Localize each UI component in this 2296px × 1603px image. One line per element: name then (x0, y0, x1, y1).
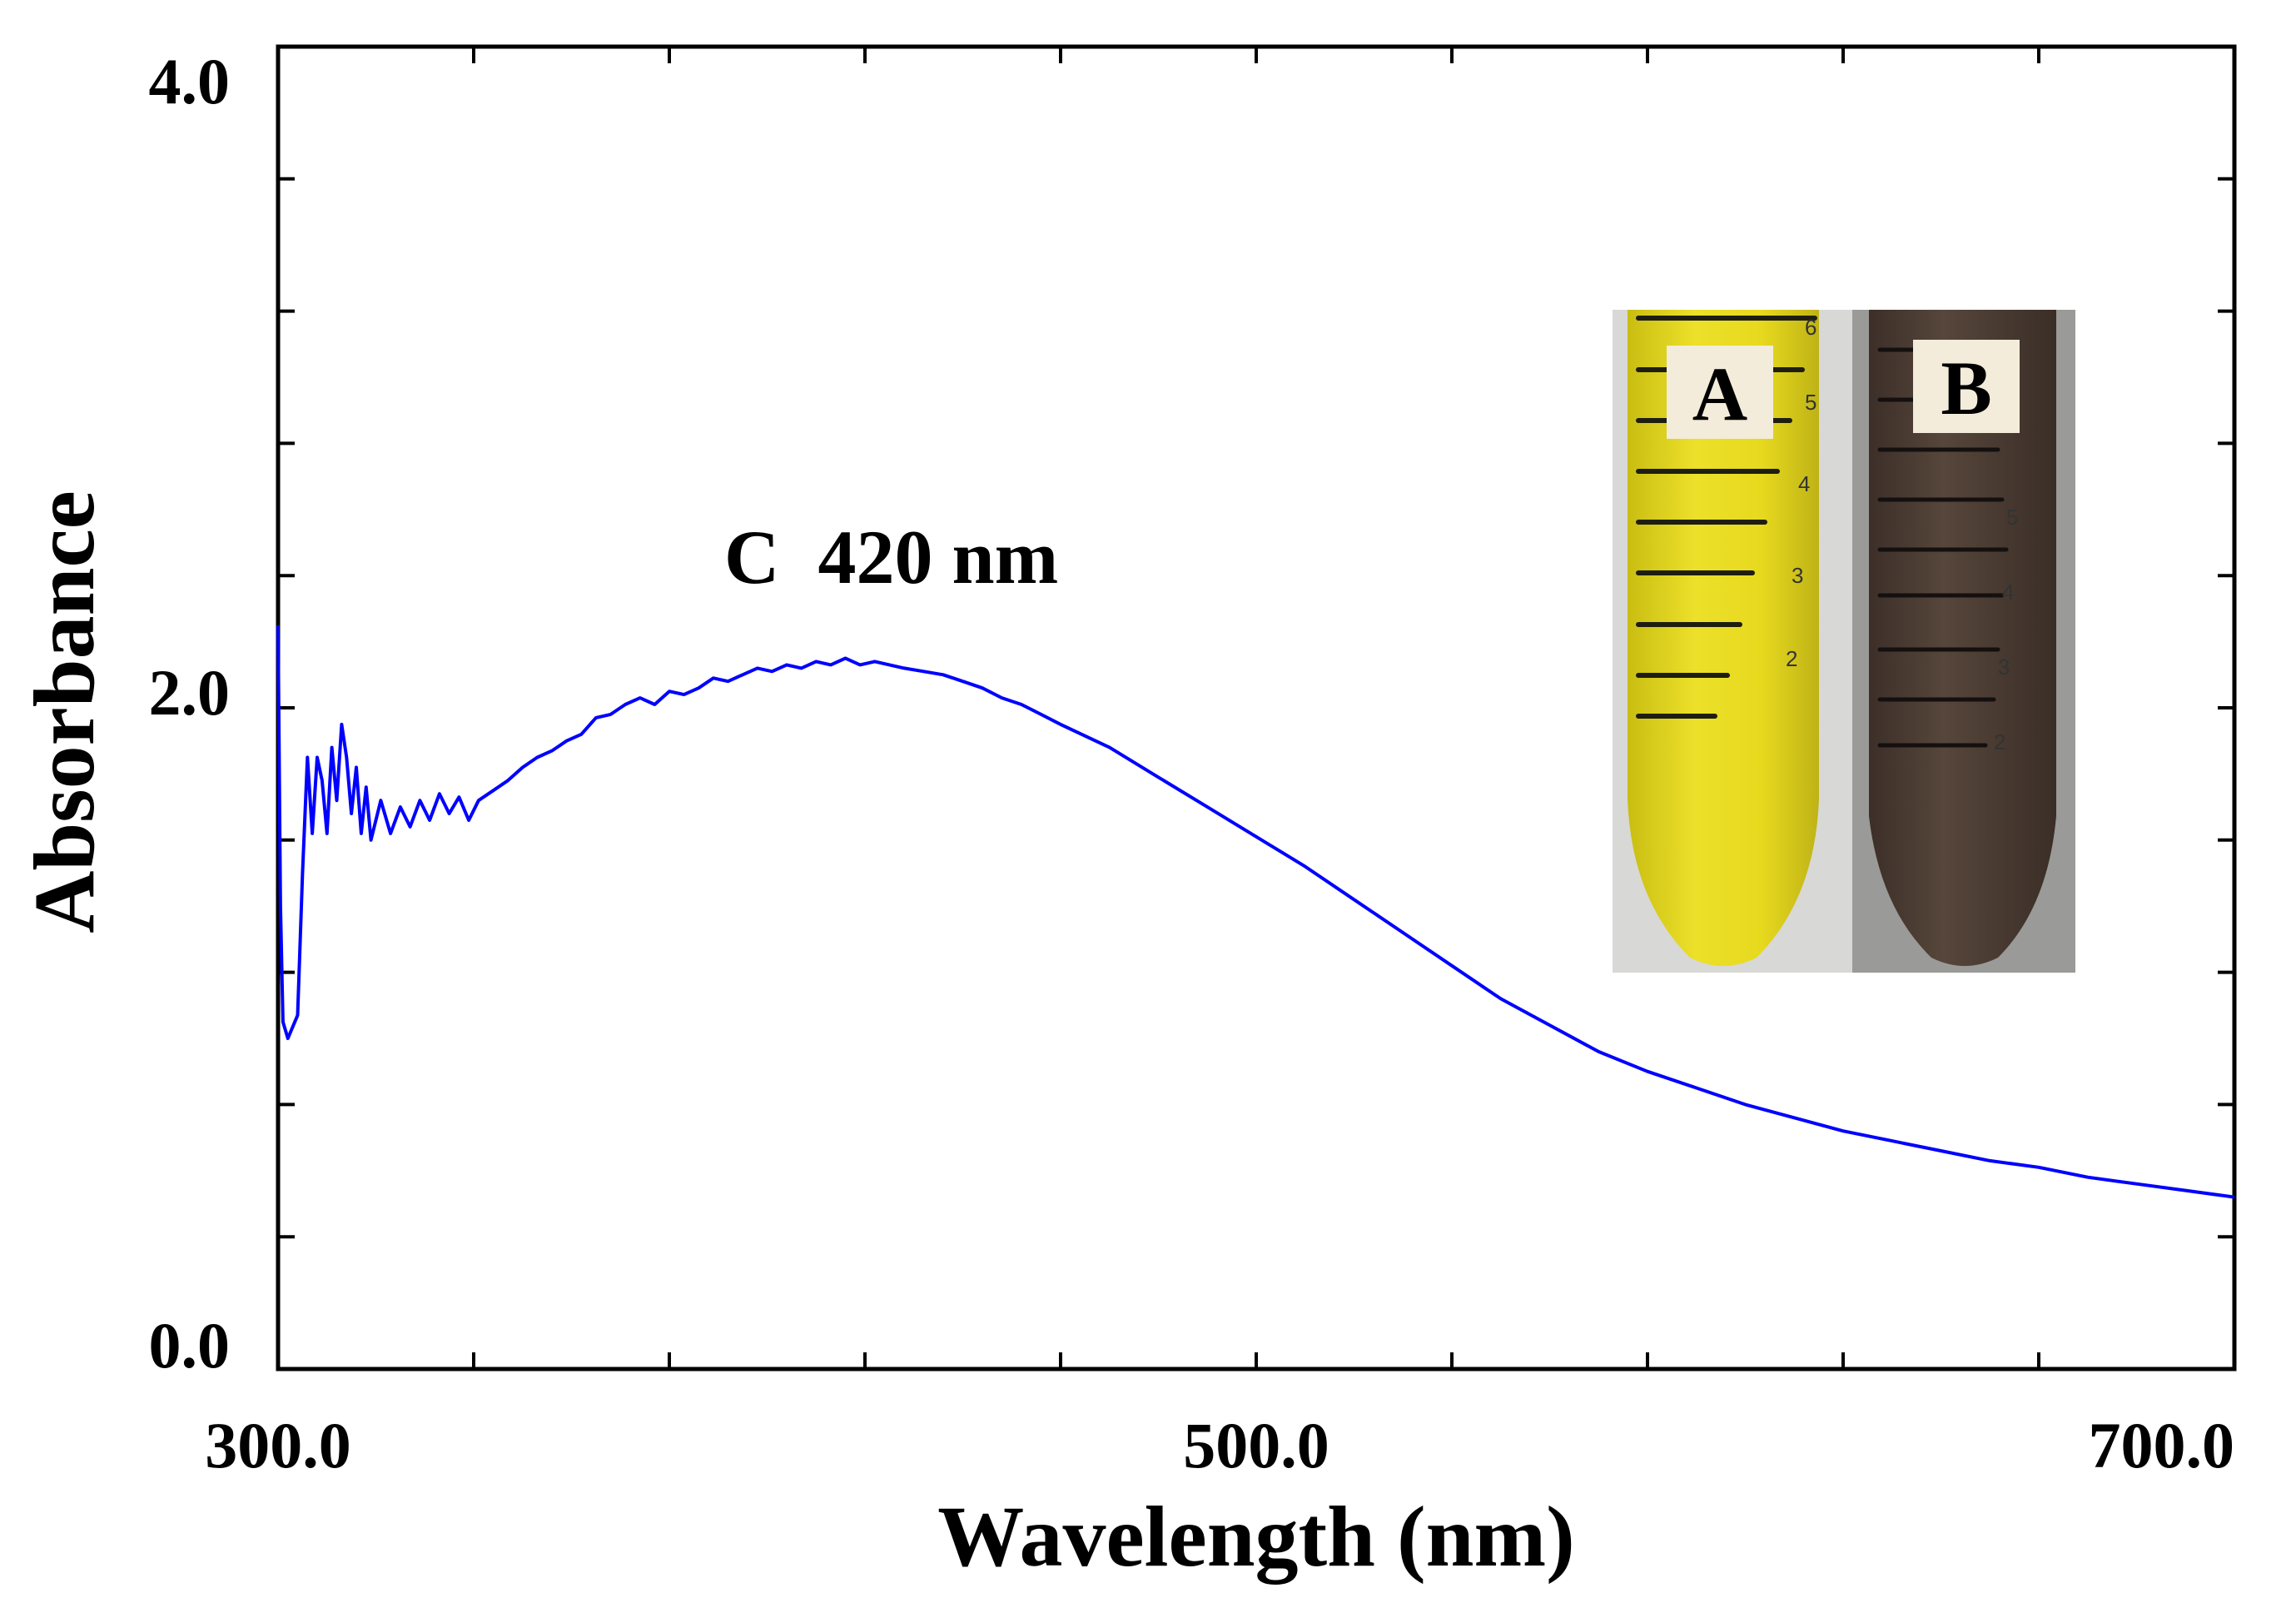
axis-ticks (276, 45, 2236, 1371)
x-tick-labels: 300.0 500.0 700.0 (205, 1409, 2234, 1481)
tube-b-num-3: 3 (1998, 655, 2010, 680)
tube-a-scale-numbers: 6 5 4 3 2 (1786, 315, 1816, 671)
tube-b-num-4: 4 (2002, 580, 2014, 605)
x-tick-label-500: 500.0 (1183, 1409, 1329, 1481)
inset-tube-photo: 6 5 4 3 2 5 4 3 2 A B (1613, 310, 2075, 973)
tube-a-num-4: 4 (1798, 471, 1810, 496)
y-tick-label-0: 0.0 (149, 1309, 231, 1381)
y-tick-labels: 4.0 2.0 0.0 (149, 45, 231, 1381)
label-box-a (1667, 346, 1773, 439)
tube-label-b: B (1941, 346, 1991, 431)
tube-b (1869, 310, 2056, 966)
x-tick-label-300: 300.0 (205, 1409, 351, 1481)
peak-annotation: C 420 nm (724, 515, 1058, 600)
label-box-b (1913, 340, 2020, 433)
tube-b-scale-numbers: 5 4 3 2 (1994, 505, 2018, 754)
y-tick-label-2: 2.0 (149, 656, 231, 729)
tube-b-num-5: 5 (2006, 505, 2018, 530)
series-line-absorbance (276, 625, 2235, 1199)
y-tick-label-4: 4.0 (149, 45, 231, 117)
tube-a-graduations (1636, 316, 1817, 719)
tube-b-num-2: 2 (1994, 729, 2005, 754)
tube-a-num-5: 5 (1805, 390, 1816, 415)
x-tick-label-700: 700.0 (2089, 1409, 2235, 1481)
x-axis-title: Wavelength (nm) (937, 1489, 1575, 1585)
y-axis-title: Absorbance (17, 490, 112, 933)
tube-label-a: A (1692, 351, 1747, 436)
tube-a-num-6: 6 (1805, 315, 1816, 340)
tube-a-num-3: 3 (1792, 563, 1803, 588)
tube-a-num-2: 2 (1786, 646, 1797, 671)
